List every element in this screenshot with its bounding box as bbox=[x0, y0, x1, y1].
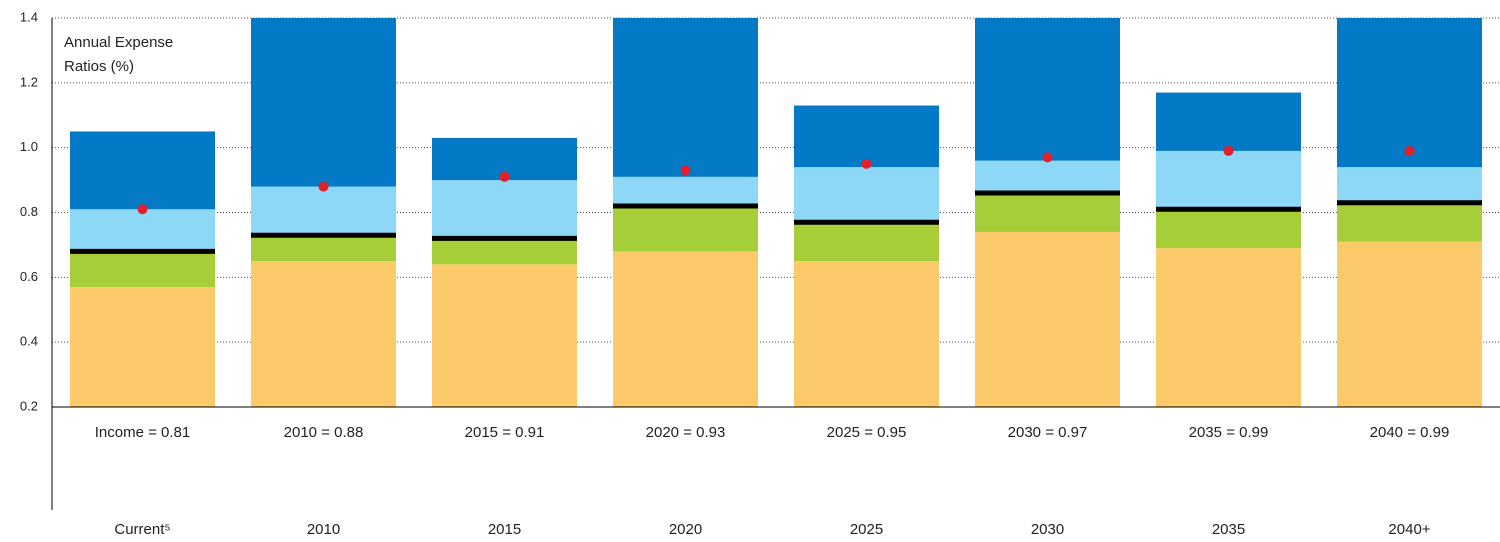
x-tick-label: 2015 bbox=[488, 521, 521, 538]
bar-segment bbox=[432, 264, 577, 407]
bar-segment bbox=[1337, 241, 1482, 407]
bar-segment bbox=[613, 206, 758, 252]
y-tick-label: 0.6 bbox=[20, 269, 38, 284]
bar-segment bbox=[975, 160, 1120, 194]
bar-segment bbox=[1337, 167, 1482, 203]
y-tick-label: 1.2 bbox=[20, 74, 38, 89]
point bbox=[318, 181, 329, 192]
point bbox=[1404, 145, 1415, 156]
bar-segment bbox=[432, 180, 577, 239]
bar-segment bbox=[70, 131, 215, 210]
y-tick-label: 0.8 bbox=[20, 204, 38, 219]
bar-segment bbox=[613, 176, 758, 207]
bar-label: 2030 = 0.97 bbox=[1008, 424, 1088, 441]
bar-segment bbox=[794, 105, 939, 168]
y-tick-label: 0.2 bbox=[20, 398, 38, 413]
x-tick-label: 2040+ bbox=[1388, 521, 1430, 538]
bar-segment bbox=[251, 235, 396, 262]
bar-label: 2040 = 0.99 bbox=[1370, 424, 1450, 441]
y-label: Ratios (%) bbox=[64, 58, 134, 75]
bar-segment bbox=[794, 222, 939, 262]
bar-segment bbox=[70, 287, 215, 407]
overlay: Income = 0.81 Current⁵ 2010 = 0.88 2010 2015… bbox=[70, 145, 1482, 538]
point bbox=[1223, 145, 1234, 156]
point bbox=[499, 171, 510, 182]
y-label: Annual Expense bbox=[64, 34, 173, 51]
y-tick-label: 1.0 bbox=[20, 139, 38, 154]
bar-segment bbox=[1156, 248, 1301, 407]
bar-segment bbox=[432, 238, 577, 265]
bar-segment bbox=[613, 251, 758, 407]
bar-segment bbox=[251, 18, 396, 187]
bar-segment bbox=[1337, 18, 1482, 168]
bar-label: 2010 = 0.88 bbox=[284, 424, 364, 441]
bar-segment bbox=[251, 261, 396, 407]
bar-segment bbox=[1156, 92, 1301, 151]
y-tick-label: 1.4 bbox=[20, 9, 38, 24]
bar-segment bbox=[613, 18, 758, 177]
bars bbox=[70, 18, 1482, 407]
bar-segment bbox=[1156, 209, 1301, 249]
x-tick-label: Current⁵ bbox=[114, 521, 170, 538]
bar-segment bbox=[975, 193, 1120, 232]
bar-segment bbox=[70, 251, 215, 288]
bar-label: 2025 = 0.95 bbox=[827, 424, 907, 441]
bar-segment bbox=[794, 167, 939, 223]
point bbox=[861, 158, 872, 169]
bar-segment bbox=[251, 186, 396, 236]
bar-segment bbox=[975, 231, 1120, 407]
bar-segment bbox=[1156, 150, 1301, 210]
bar-segment bbox=[975, 18, 1120, 161]
point bbox=[680, 165, 691, 176]
x-tick-label: 2030 bbox=[1031, 521, 1064, 538]
x-tick-label: 2020 bbox=[669, 521, 702, 538]
bar-segment bbox=[794, 261, 939, 407]
x-tick-label: 2035 bbox=[1212, 521, 1245, 538]
bar-label: Income = 0.81 bbox=[95, 424, 190, 441]
y-tick-label: 0.4 bbox=[20, 334, 38, 349]
bar-segment bbox=[1337, 202, 1482, 242]
bar-label: 2035 = 0.99 bbox=[1189, 424, 1269, 441]
bar-label: 2020 = 0.93 bbox=[646, 424, 726, 441]
point bbox=[1042, 152, 1053, 163]
bar-segment bbox=[70, 209, 215, 252]
x-tick-label: 2010 bbox=[307, 521, 340, 538]
point bbox=[137, 204, 148, 215]
x-tick-label: 2025 bbox=[850, 521, 883, 538]
bar-label: 2015 = 0.91 bbox=[465, 424, 545, 441]
